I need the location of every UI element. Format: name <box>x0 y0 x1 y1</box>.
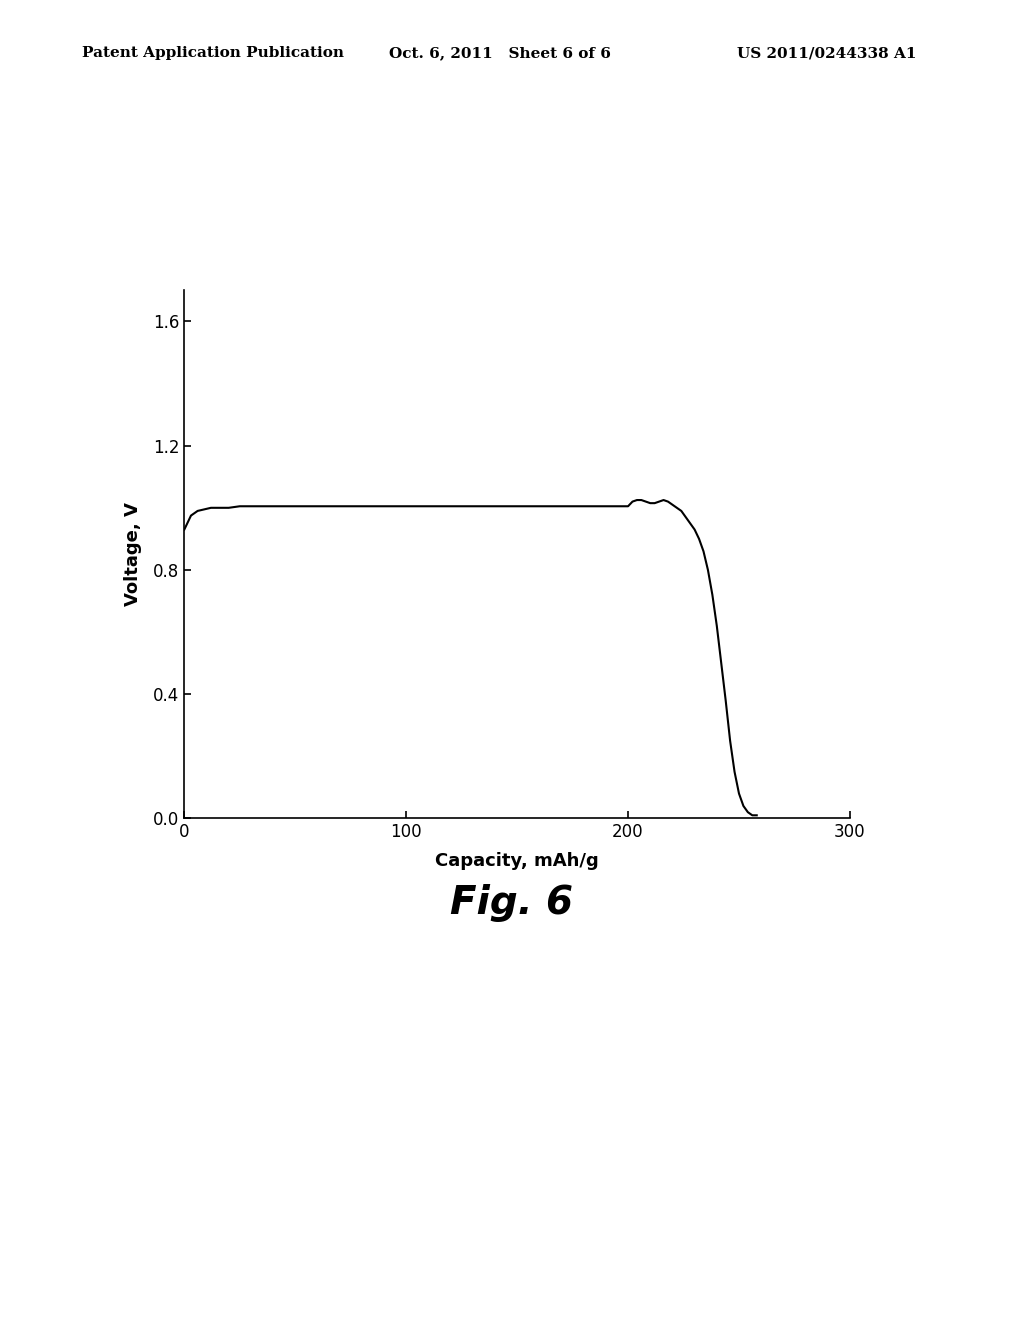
Text: Fig. 6: Fig. 6 <box>451 884 573 923</box>
Text: US 2011/0244338 A1: US 2011/0244338 A1 <box>737 46 916 61</box>
Y-axis label: Voltage, V: Voltage, V <box>124 503 142 606</box>
Text: Oct. 6, 2011   Sheet 6 of 6: Oct. 6, 2011 Sheet 6 of 6 <box>389 46 611 61</box>
X-axis label: Capacity, mAh/g: Capacity, mAh/g <box>435 853 599 870</box>
Text: Patent Application Publication: Patent Application Publication <box>82 46 344 61</box>
